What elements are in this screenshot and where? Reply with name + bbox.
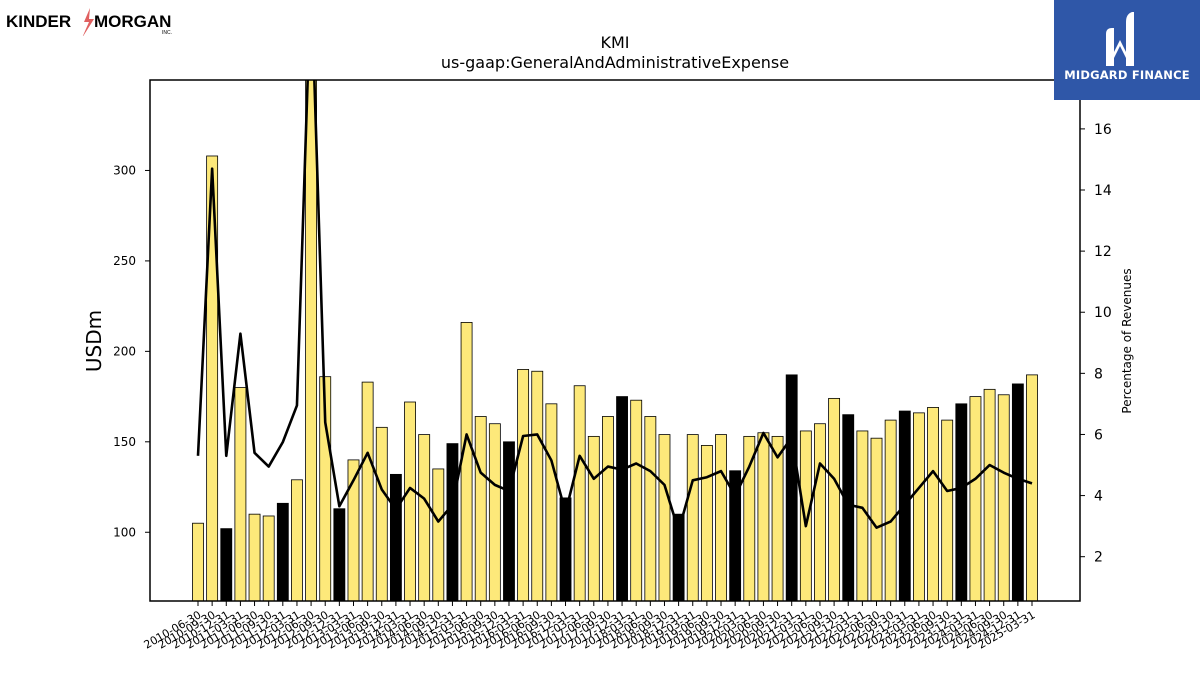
bar: [884, 419, 897, 602]
bar: [602, 416, 614, 602]
logo-left-suffix: INC.: [162, 30, 172, 36]
bar: [799, 430, 812, 602]
chart-subtitle: us-gaap:GeneralAndAdministrativeExpense: [441, 53, 789, 72]
y-axis-right: 2 4 6 8 10 12 14 16: [1080, 122, 1112, 566]
bar: [1011, 383, 1024, 602]
y2-tick-label: 4: [1094, 489, 1103, 505]
y-axis-label: USDm: [82, 310, 106, 372]
bar: [644, 416, 657, 602]
bar: [785, 374, 798, 602]
bar: [517, 369, 530, 602]
bar: [969, 396, 982, 602]
y2-tick-label: 16: [1094, 122, 1112, 138]
y-tick-label: 100: [113, 525, 136, 539]
plot-area-frame: [149, 79, 1081, 602]
y2-tick-label: 6: [1094, 427, 1103, 443]
bar: [192, 522, 204, 602]
y2-tick-label: 2: [1094, 550, 1103, 566]
bar: [983, 388, 996, 602]
bar: [404, 401, 416, 602]
bar: [828, 397, 841, 602]
bar: [1026, 374, 1038, 602]
y2-axis-label: Percentage of Revenues: [1120, 268, 1134, 413]
bar: [814, 423, 826, 602]
bar: [856, 430, 869, 602]
bar: [955, 403, 968, 602]
bar: [842, 414, 855, 602]
bar: [460, 322, 473, 602]
bar: [927, 407, 939, 602]
bar: [913, 412, 925, 602]
logo-left-text-b: MORGAN: [94, 12, 171, 31]
bar: [757, 432, 770, 602]
bar: [220, 528, 233, 602]
bars-group: [192, 79, 1038, 602]
y-tick-label: 300: [113, 163, 136, 177]
bar: [573, 385, 586, 602]
y2-tick-label: 10: [1094, 305, 1112, 321]
bar: [630, 399, 643, 602]
bar: [446, 443, 459, 602]
bar: [700, 445, 713, 602]
chart-title: KMI: [600, 33, 629, 52]
bar: [743, 435, 756, 602]
logo-m-icon: [1106, 12, 1134, 66]
logo-lightning-icon: [82, 8, 94, 38]
line-group: [196, 80, 1033, 533]
series-line: [196, 80, 1033, 533]
bar: [531, 370, 544, 602]
bar: [474, 416, 487, 602]
bar: [291, 479, 303, 602]
midgard-finance-logo: MIDGARD FINANCE: [1054, 0, 1200, 100]
bar: [361, 381, 374, 602]
y-axis-left: 100 150 200 250 300: [113, 163, 150, 539]
bar: [488, 423, 501, 602]
y2-tick-label: 14: [1094, 183, 1112, 199]
bar: [587, 435, 600, 602]
bar: [870, 437, 883, 602]
y-tick-label: 250: [113, 254, 136, 268]
bar: [262, 515, 275, 602]
logo-left-text-a: KINDER: [6, 12, 71, 31]
bar: [276, 502, 289, 602]
bar: [686, 434, 699, 602]
bar: [658, 434, 671, 602]
bar: [234, 387, 247, 602]
bar: [503, 441, 515, 602]
bar: [616, 396, 628, 602]
bar: [545, 403, 558, 602]
bar: [715, 434, 727, 602]
bar: [305, 79, 318, 602]
bar: [418, 434, 431, 602]
y2-tick-label: 8: [1094, 366, 1103, 382]
bar: [771, 435, 784, 602]
x-axis: 2010-06-302010-09-302010-12-312011-03-31…: [142, 601, 1038, 652]
y2-tick-label: 12: [1094, 244, 1112, 260]
bar: [389, 473, 402, 602]
kinder-morgan-logo: KINDER MORGAN INC.: [6, 8, 178, 38]
bar: [432, 468, 445, 602]
bar: [248, 513, 261, 602]
bar: [375, 426, 388, 602]
y-tick-label: 200: [113, 344, 136, 358]
bar: [333, 508, 346, 602]
bar: [997, 394, 1010, 602]
logo-right-text: MIDGARD FINANCE: [1064, 68, 1190, 82]
y-tick-label: 150: [113, 435, 136, 449]
bar: [941, 419, 954, 602]
